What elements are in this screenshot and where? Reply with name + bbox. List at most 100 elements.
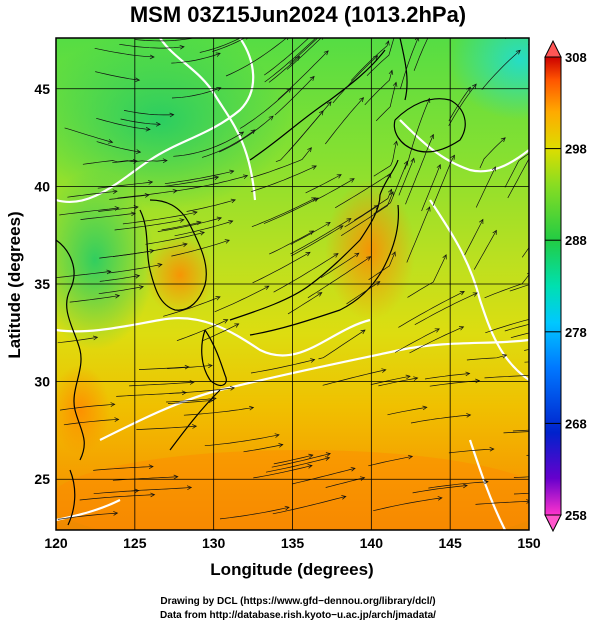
streamline <box>268 56 300 83</box>
y-tick-labels: 25 30 35 40 45 <box>34 81 50 487</box>
figure-title: MSM 03Z15Jun2024 (1013.2hPa) <box>130 2 466 27</box>
streamline <box>166 397 217 403</box>
colorbar-tick-label: 308 <box>565 50 587 65</box>
streamline <box>59 403 115 411</box>
streamline-arrowhead <box>434 328 440 333</box>
streamline-arrowhead <box>538 6 542 10</box>
streamline <box>135 38 196 42</box>
streamline-arrowhead <box>422 405 428 411</box>
streamline <box>421 164 441 212</box>
streamline <box>475 166 496 208</box>
streamline-arrowhead <box>215 52 221 57</box>
streamline <box>120 118 161 125</box>
x-tick-labels: 120 125 130 135 140 145 150 <box>44 535 541 551</box>
streamline <box>239 88 292 129</box>
streamline <box>204 434 280 447</box>
streamline <box>332 55 378 104</box>
x-tick-label: 135 <box>281 535 305 551</box>
streamline-arrowhead <box>215 296 221 301</box>
streamline <box>56 271 111 279</box>
streamline-arrowhead <box>491 166 496 172</box>
streamline-arrowhead <box>145 126 151 132</box>
streamline <box>398 291 465 328</box>
streamline <box>405 134 434 205</box>
streamline <box>99 250 154 259</box>
streamline-arrowhead <box>223 319 229 324</box>
streamline <box>253 465 313 479</box>
streamline <box>219 115 274 153</box>
colorbar-min-arrow <box>544 514 562 533</box>
warm-region-honshu <box>325 180 415 320</box>
streamline <box>174 220 233 237</box>
streamline <box>275 110 324 163</box>
streamline <box>406 206 431 263</box>
streamline <box>485 319 529 334</box>
streamline-arrowhead <box>229 169 235 175</box>
streamline <box>407 254 447 298</box>
streamline-arrowhead <box>459 291 465 296</box>
streamline-arrowhead <box>465 371 471 377</box>
streamline <box>67 190 118 198</box>
x-tick-label: 120 <box>44 535 68 551</box>
streamline <box>167 399 213 404</box>
honshu-south-coast <box>249 204 400 336</box>
streamline <box>112 160 168 164</box>
streamline-arrowhead <box>149 248 155 254</box>
streamline-arrowhead <box>526 499 529 504</box>
streamline <box>412 485 468 494</box>
streamline-arrowhead <box>114 417 120 422</box>
streamline <box>138 366 189 370</box>
streamline <box>98 206 139 212</box>
x-axis-label: Longitude (degrees) <box>210 560 373 579</box>
x-tick-label: 150 <box>517 535 541 551</box>
streamline <box>409 326 464 354</box>
streamline-arrowhead <box>388 69 394 75</box>
streamline <box>97 181 153 189</box>
streamline <box>291 467 356 485</box>
streamline <box>354 189 392 221</box>
streamline-arrowhead <box>475 378 481 384</box>
colorbar-max-arrow <box>544 39 562 58</box>
streamline <box>64 127 113 143</box>
streamline-arrowhead <box>426 206 431 212</box>
streamline <box>387 406 427 416</box>
streamline-arrowhead <box>135 77 141 83</box>
streamline <box>79 494 155 501</box>
korea-coast <box>139 199 207 311</box>
streamline-arrowhead <box>385 40 390 46</box>
streamline <box>269 230 314 255</box>
streamline-arrowhead <box>425 97 431 104</box>
colorbar-ticks: 308 298 288 278 268 258 <box>545 50 587 523</box>
streamline <box>250 165 317 193</box>
streamline <box>225 38 288 77</box>
streamline-arrowhead <box>462 483 468 489</box>
cool-region-west <box>56 170 155 350</box>
streamline <box>507 158 529 199</box>
map-plot-area <box>56 6 542 530</box>
streamline-arrowhead <box>479 218 484 224</box>
streamline <box>161 221 201 231</box>
streamline-arrowhead <box>189 380 195 385</box>
streamline <box>341 191 394 236</box>
streamline <box>99 275 140 282</box>
streamline <box>318 329 366 360</box>
streamline <box>109 194 150 200</box>
streamline <box>251 197 316 228</box>
streamline-arrowhead <box>483 479 489 485</box>
streamline-arrowhead <box>324 456 331 461</box>
streamline <box>80 213 136 220</box>
colorbar-tick-label: 258 <box>565 508 587 523</box>
streamline-arrowhead <box>186 485 193 491</box>
streamline <box>131 487 192 492</box>
streamline-arrowhead <box>229 385 236 391</box>
streamline <box>277 50 329 100</box>
streamline-arrowhead <box>308 230 315 235</box>
streamline-arrowhead <box>489 446 495 452</box>
streamline-arrowhead <box>403 160 409 166</box>
streamline <box>129 381 194 387</box>
streamline-arrowhead <box>184 364 190 370</box>
streamline <box>95 71 140 81</box>
streamline <box>394 328 440 353</box>
streamline <box>93 490 139 495</box>
